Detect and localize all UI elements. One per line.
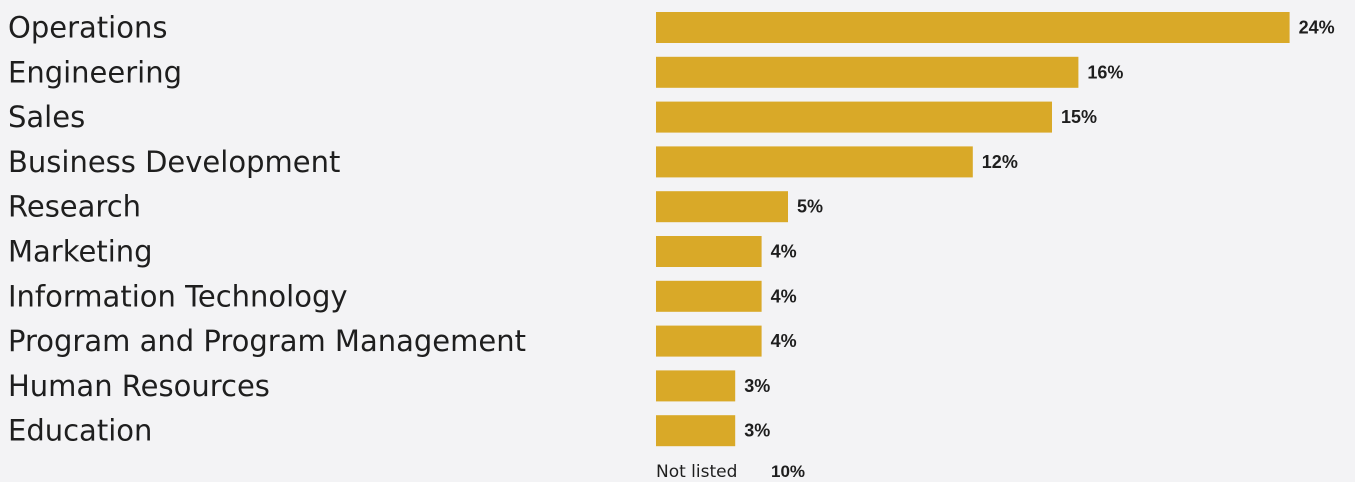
bar <box>656 415 736 447</box>
value-label: 3% <box>744 376 770 396</box>
category-label: Business Development <box>8 145 340 179</box>
category-label: Research <box>8 190 141 224</box>
chart-rows: Operations 24% Engineering 16% Sales 15% Busin… <box>8 11 1335 448</box>
not-listed-value: 10% <box>771 462 805 481</box>
category-label: Human Resources <box>8 369 270 403</box>
category-label: Sales <box>8 100 85 134</box>
bar <box>656 146 973 178</box>
value-label: 16% <box>1087 62 1123 82</box>
bar <box>656 280 762 312</box>
not-listed-footnote: Not listed 10% <box>656 462 805 482</box>
not-listed-label: Not listed <box>656 462 737 482</box>
value-label: 12% <box>982 152 1018 172</box>
bar <box>656 236 762 267</box>
bar <box>656 101 1052 133</box>
value-label: 4% <box>771 331 797 351</box>
category-label: Program and Program Management <box>8 324 526 358</box>
value-label: 24% <box>1299 18 1335 38</box>
value-label: 15% <box>1061 107 1097 127</box>
bar <box>656 56 1079 88</box>
category-label: Information Technology <box>8 279 348 313</box>
category-label: Marketing <box>8 235 153 269</box>
value-label: 5% <box>797 197 823 217</box>
category-label: Operations <box>8 11 167 45</box>
category-label: Education <box>8 414 152 448</box>
bar <box>656 325 762 357</box>
bar <box>656 370 736 402</box>
value-label: 3% <box>744 421 770 441</box>
value-label: 4% <box>771 242 797 262</box>
bar <box>656 12 1290 43</box>
value-label: 4% <box>771 286 797 306</box>
category-label: Engineering <box>8 55 182 89</box>
bar <box>656 191 788 223</box>
